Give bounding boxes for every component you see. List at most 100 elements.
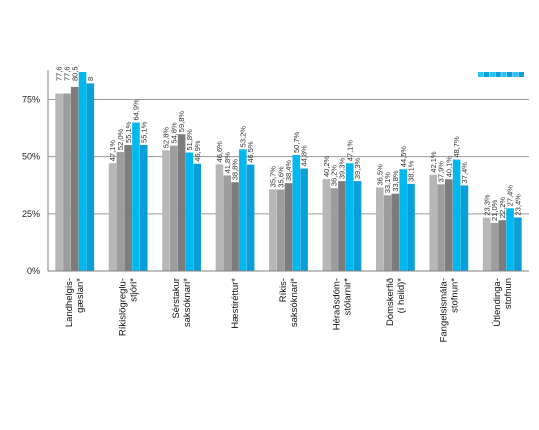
category-label-4-1: saksóknari*	[289, 278, 300, 327]
data-label-7-2: 40,1%	[444, 156, 453, 178]
bar-1-1	[116, 152, 125, 271]
bar-3-2	[231, 182, 239, 271]
data-label-5-0: 40,2%	[322, 155, 331, 177]
legend-swatch-0	[478, 72, 484, 77]
data-label-3-2: 38,8%	[231, 159, 240, 181]
data-label-3-0: 46,6%	[215, 141, 224, 163]
data-label-2-2: 59,8%	[177, 111, 186, 133]
data-labels: 77,677,680,5 847,1%52,0%55,1%64,9%55,1% 52…	[55, 66, 523, 221]
bar-3-4	[246, 164, 255, 271]
data-label-4-0: 35,7%	[269, 166, 278, 188]
data-label-2-4: 46,9%	[193, 140, 202, 162]
data-label-2-0: 52,8%	[162, 127, 171, 149]
data-label-0-2: 80,5	[70, 66, 79, 81]
bar-2-3	[185, 152, 194, 271]
bar-4-3	[292, 155, 301, 271]
category-label-5-0: Héraðsdóm-	[331, 278, 342, 330]
bar-0-0	[55, 93, 63, 271]
category-label-8-1: stofnun	[503, 278, 514, 309]
data-label-8-2: 22,2%	[498, 197, 507, 219]
legend-swatch-5	[507, 72, 513, 77]
bar-0-4	[86, 83, 95, 271]
data-label-8-0: 23,3%	[482, 194, 491, 216]
data-label-3-4: 46,5%	[246, 141, 255, 163]
data-label-6-3: 44,5%	[399, 146, 408, 168]
data-label-8-3: 27,4%	[506, 185, 515, 207]
axes	[47, 70, 529, 272]
bar-4-0	[269, 189, 277, 271]
data-label-6-1: 33,1%	[383, 172, 392, 194]
data-label-1-0: 47,1%	[108, 140, 117, 162]
data-label-3-3: 53,2%	[238, 126, 247, 148]
data-label-0-0: 77,6	[55, 66, 64, 81]
bar-3-3	[239, 149, 247, 271]
data-label-6-2: 33,8%	[391, 170, 400, 192]
bar-7-3	[452, 159, 461, 271]
data-label-5-2: 39,3%	[338, 158, 347, 180]
bar-6-2	[391, 193, 400, 271]
bar-1-4	[139, 144, 148, 271]
category-labels: Landhelgis-gæslan* Ríkislögreglu-stjóri* S…	[64, 278, 514, 343]
data-label-6-4: 38,1%	[407, 160, 416, 182]
data-label-0-1: 77,6	[63, 66, 72, 81]
data-label-2-3: 51,8%	[185, 129, 194, 151]
data-label-0-4: 8	[86, 77, 95, 81]
legend	[478, 72, 524, 77]
category-label-8-0: Útlendinga-	[492, 278, 503, 327]
bar-4-2	[284, 183, 293, 271]
legend-swatch-1	[483, 72, 490, 77]
data-label-4-1: 35,6%	[276, 166, 285, 188]
legend-swatch-6	[512, 72, 519, 77]
y-tick-label-3: 75%	[22, 94, 40, 104]
category-label-4-0: Ríkis-	[278, 278, 289, 302]
bar-6-4	[407, 183, 415, 271]
bar-8-3	[506, 208, 514, 271]
category-label-7-0: Fangelsismála-	[438, 278, 449, 342]
category-label-1-0: Ríkislögreglu-	[118, 278, 129, 336]
data-label-3-1: 41,8%	[223, 152, 232, 174]
bar-1-3	[132, 122, 140, 272]
data-label-8-4: 23,4%	[513, 194, 522, 216]
data-label-1-2: 55,1%	[124, 121, 133, 143]
category-label-1-1: stjóri*	[129, 278, 140, 302]
bar-1-2	[124, 144, 132, 271]
data-label-1-3: 64,9%	[132, 99, 141, 121]
bar-8-2	[498, 220, 507, 271]
bar-2-1	[170, 145, 178, 271]
legend-swatch-7	[518, 72, 524, 77]
y-axis-ticks: 0% 25% 50% 75%	[22, 94, 40, 276]
bar-2-0	[162, 150, 170, 271]
bar-5-2	[338, 181, 346, 271]
data-label-4-3: 50,7%	[292, 131, 301, 153]
bar-7-2	[445, 179, 453, 271]
data-label-4-4: 44,8%	[300, 145, 309, 167]
bar-0-1	[63, 93, 71, 271]
category-label-6-0: Dómskerfið	[385, 278, 396, 326]
bar-5-1	[330, 188, 338, 271]
bar-0-2	[70, 86, 79, 271]
category-label-2-1: saksóknari*	[182, 278, 193, 327]
bar-5-3	[345, 163, 354, 271]
data-label-5-3: 47,1%	[345, 140, 354, 162]
bar-8-0	[482, 217, 491, 271]
bar-1-0	[108, 163, 117, 271]
bar-6-1	[383, 195, 392, 271]
bar-6-3	[399, 169, 407, 271]
bar-3-1	[223, 175, 232, 271]
legend-swatch-4	[501, 72, 507, 77]
bar-3-0	[215, 164, 224, 271]
data-label-7-0: 42,1%	[429, 151, 438, 173]
data-label-7-1: 37,9%	[437, 161, 446, 183]
data-label-6-0: 36,5%	[375, 164, 384, 186]
y-tick-label-1: 25%	[22, 209, 40, 219]
category-label-0-0: Landhelgis-	[64, 278, 75, 327]
bar-2-2	[177, 134, 186, 271]
data-label-4-2: 38,4%	[284, 160, 293, 182]
data-label-5-4: 39,3%	[353, 158, 362, 180]
category-label-3-0: Hæstiréttur*	[230, 278, 241, 329]
bar-0-3	[78, 72, 87, 271]
category-label-2-0: Sérstakur	[171, 278, 182, 319]
bar-2-4	[193, 163, 202, 271]
bar-7-1	[437, 184, 445, 271]
